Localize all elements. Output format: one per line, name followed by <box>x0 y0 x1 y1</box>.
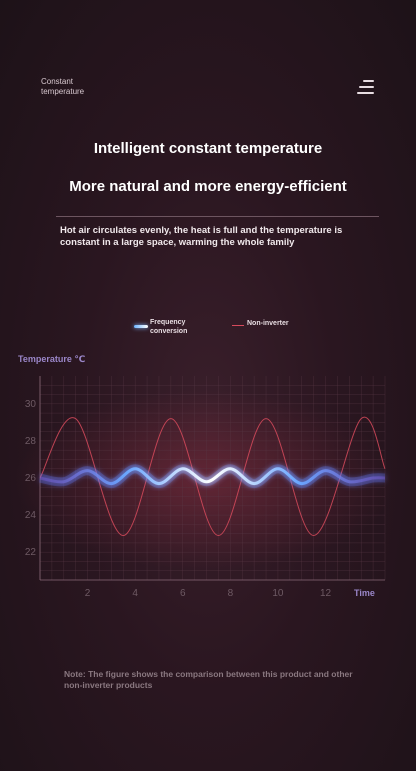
legend-non-inverter-label: Non-inverter <box>247 320 289 327</box>
brand-title: Constant temperature <box>41 77 111 97</box>
footnote: Note: The figure shows the comparison be… <box>64 669 353 690</box>
legend-frequency-swatch <box>134 325 148 328</box>
page-title: Intelligent constant temperature <box>93 140 323 157</box>
x-tick-label: 8 <box>228 588 234 599</box>
y-axis-label: Temperature ℃ <box>18 354 86 364</box>
description-text: Hot air circulates evenly, the heat is f… <box>60 225 343 248</box>
x-tick-label: 6 <box>180 588 186 599</box>
y-tick-label: 28 <box>25 436 37 447</box>
legend-frequency-label: Frequency conversion <box>150 318 210 336</box>
y-tick-label: 24 <box>25 510 37 521</box>
y-tick-label: 26 <box>25 473 37 484</box>
x-tick-label: 10 <box>272 588 284 599</box>
series-frequency-line <box>39 467 386 486</box>
legend-frequency-line-2: conversion <box>150 328 188 335</box>
brand-line-2: temperature <box>41 87 85 96</box>
brand-line-1: Constant <box>41 77 74 86</box>
y-tick-label: 22 <box>25 547 37 558</box>
menu-icon[interactable] <box>357 80 374 94</box>
page-subtitle: More natural and more energy-efficient <box>69 178 347 195</box>
x-tick-label: 4 <box>132 588 138 599</box>
legend-non-inverter-swatch <box>232 325 244 326</box>
y-tick-label: 30 <box>25 399 37 410</box>
x-tick-label: 12 <box>320 588 332 599</box>
x-tick-label: 2 <box>85 588 91 599</box>
legend-frequency-line-1: Frequency <box>150 319 186 326</box>
divider <box>56 216 379 217</box>
x-axis-label: Time <box>354 588 375 598</box>
